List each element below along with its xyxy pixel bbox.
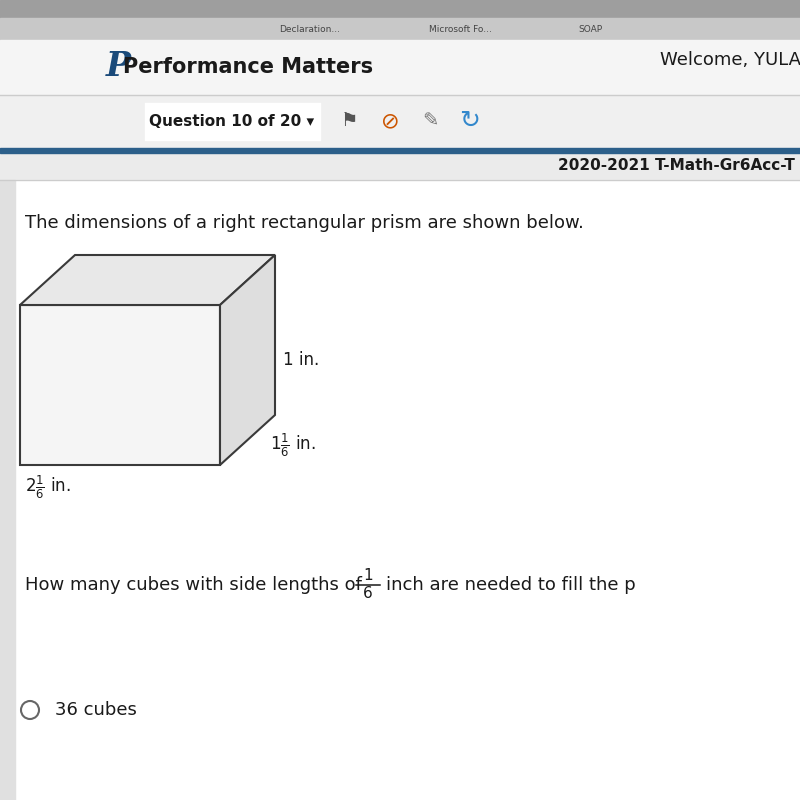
Text: ⚑: ⚑	[342, 111, 358, 130]
Text: Microsoft Fo...: Microsoft Fo...	[429, 25, 491, 34]
Polygon shape	[20, 255, 275, 305]
Text: SOAP: SOAP	[578, 25, 602, 34]
Bar	[145, 103, 320, 140]
Bar	[0, 180, 15, 800]
Bar	[0, 95, 800, 148]
Text: Question 10 of 20 ▾: Question 10 of 20 ▾	[150, 114, 314, 129]
Text: 36 cubes: 36 cubes	[55, 701, 137, 719]
Text: Declaration...: Declaration...	[279, 25, 341, 34]
Text: 6: 6	[363, 586, 373, 602]
Text: ⊘: ⊘	[381, 111, 399, 131]
Bar	[0, 0, 800, 18]
Text: 1: 1	[363, 569, 373, 583]
Text: P: P	[106, 50, 130, 83]
Bar	[0, 148, 800, 153]
Text: inch are needed to fill the p: inch are needed to fill the p	[386, 576, 636, 594]
Bar	[0, 153, 800, 180]
Text: Performance Matters: Performance Matters	[123, 57, 373, 77]
Text: 2020-2021 T-Math-Gr6Acc-T: 2020-2021 T-Math-Gr6Acc-T	[558, 158, 795, 174]
Text: The dimensions of a right rectangular prism are shown below.: The dimensions of a right rectangular pr…	[25, 214, 584, 232]
Text: How many cubes with side lengths of: How many cubes with side lengths of	[25, 576, 362, 594]
Bar	[0, 18, 800, 40]
Bar	[0, 40, 800, 95]
Text: $2\frac{1}{6}$ in.: $2\frac{1}{6}$ in.	[25, 474, 71, 501]
Text: ✎: ✎	[422, 111, 438, 130]
Text: Welcome, YULA: Welcome, YULA	[660, 51, 800, 69]
Polygon shape	[220, 255, 275, 465]
Bar	[0, 180, 800, 800]
Polygon shape	[20, 305, 220, 465]
Text: ↻: ↻	[459, 109, 481, 133]
Text: $1\frac{1}{6}$ in.: $1\frac{1}{6}$ in.	[270, 431, 316, 458]
Text: 1 in.: 1 in.	[283, 351, 319, 369]
